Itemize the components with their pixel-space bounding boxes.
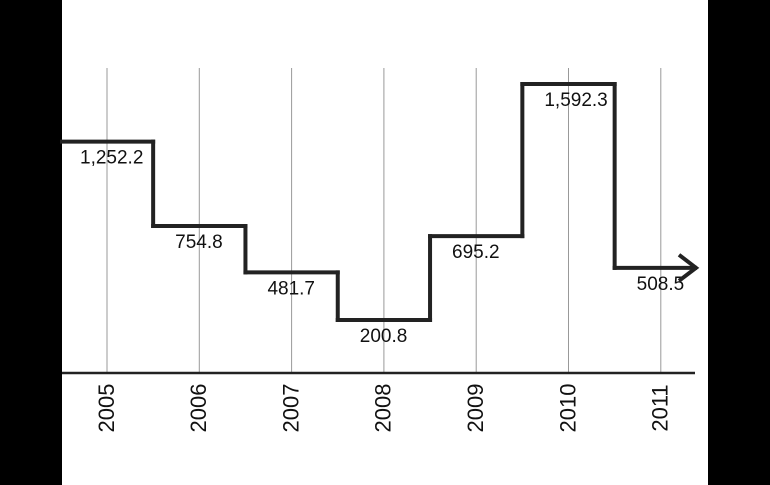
value-label: 481.7 [267, 278, 315, 299]
x-tick-label: 2009 [463, 384, 488, 433]
value-label: 1,252.2 [80, 148, 143, 169]
value-label: 754.8 [175, 232, 223, 253]
x-tick-label: 2011 [648, 384, 673, 431]
x-tick-label: 2006 [186, 384, 211, 433]
x-tick-label: 2008 [371, 384, 396, 433]
arrow-head [677, 253, 700, 283]
value-label: 508.5 [637, 274, 685, 295]
value-label: 695.2 [452, 242, 500, 263]
plot-background [62, 0, 708, 485]
x-tick-label: 2005 [94, 384, 119, 433]
value-label: 200.8 [360, 326, 408, 347]
x-tick-label: 2007 [278, 384, 303, 433]
value-label: 1,592.3 [544, 90, 607, 111]
x-tick-label: 2010 [555, 384, 580, 433]
